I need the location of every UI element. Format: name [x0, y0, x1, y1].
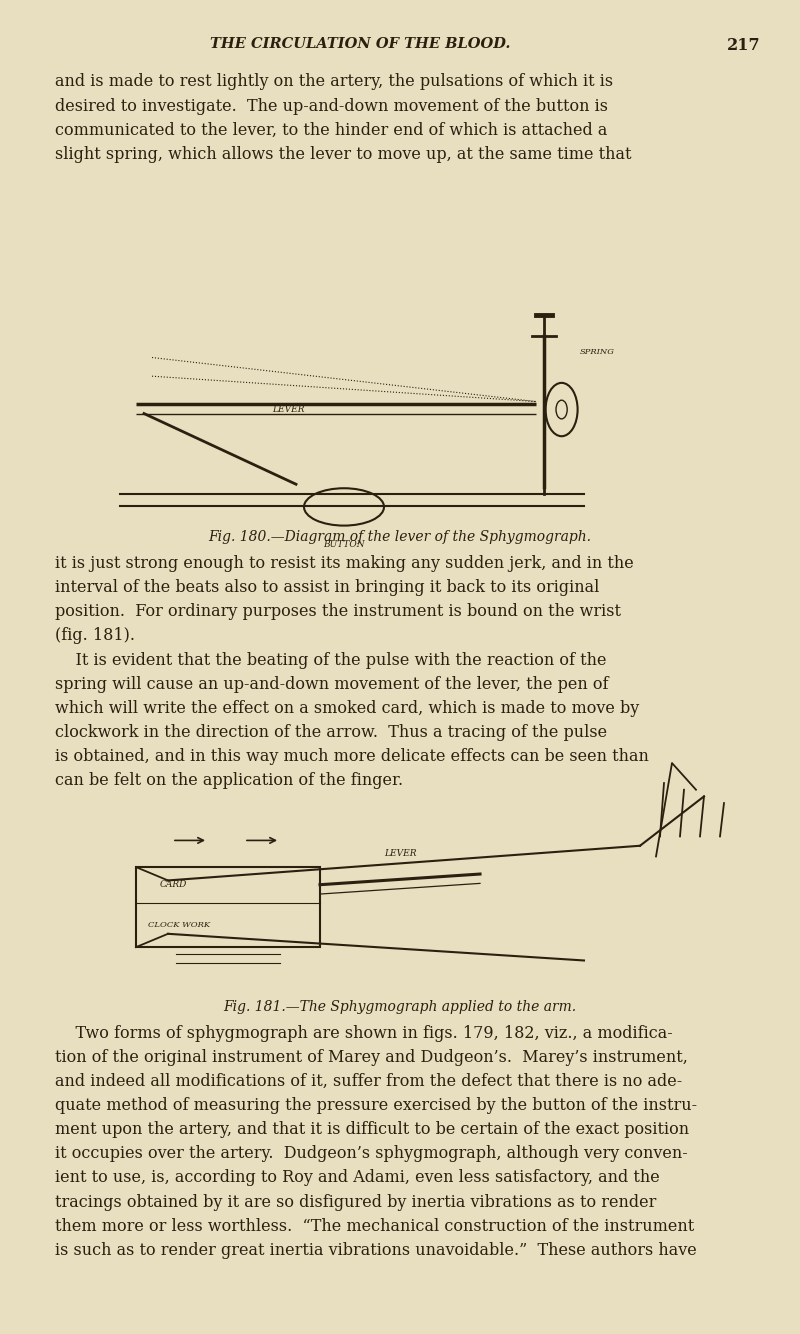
Text: Fig. 181.—The Sphygmograph applied to the arm.: Fig. 181.—The Sphygmograph applied to th…	[223, 1000, 577, 1014]
Text: CLOCK WORK: CLOCK WORK	[148, 920, 210, 928]
Text: THE CIRCULATION OF THE BLOOD.: THE CIRCULATION OF THE BLOOD.	[210, 37, 510, 51]
Text: Fig. 180.—Diagram of the lever of the Sphygmograph.: Fig. 180.—Diagram of the lever of the Sp…	[209, 530, 591, 543]
Text: and is made to rest lightly on the artery, the pulsations of which it is
desired: and is made to rest lightly on the arter…	[55, 73, 631, 163]
Text: CARD: CARD	[160, 880, 187, 890]
Text: BUTTON: BUTTON	[323, 540, 365, 550]
Text: LEVER: LEVER	[384, 848, 416, 858]
Text: it is just strong enough to resist its making any sudden jerk, and in the
interv: it is just strong enough to resist its m…	[55, 555, 649, 790]
Text: 217: 217	[727, 37, 761, 55]
Text: LEVER: LEVER	[272, 406, 304, 414]
Text: SPRING: SPRING	[580, 348, 615, 356]
Text: Two forms of sphygmograph are shown in figs. 179, 182, viz., a modifica-
tion of: Two forms of sphygmograph are shown in f…	[55, 1025, 697, 1259]
